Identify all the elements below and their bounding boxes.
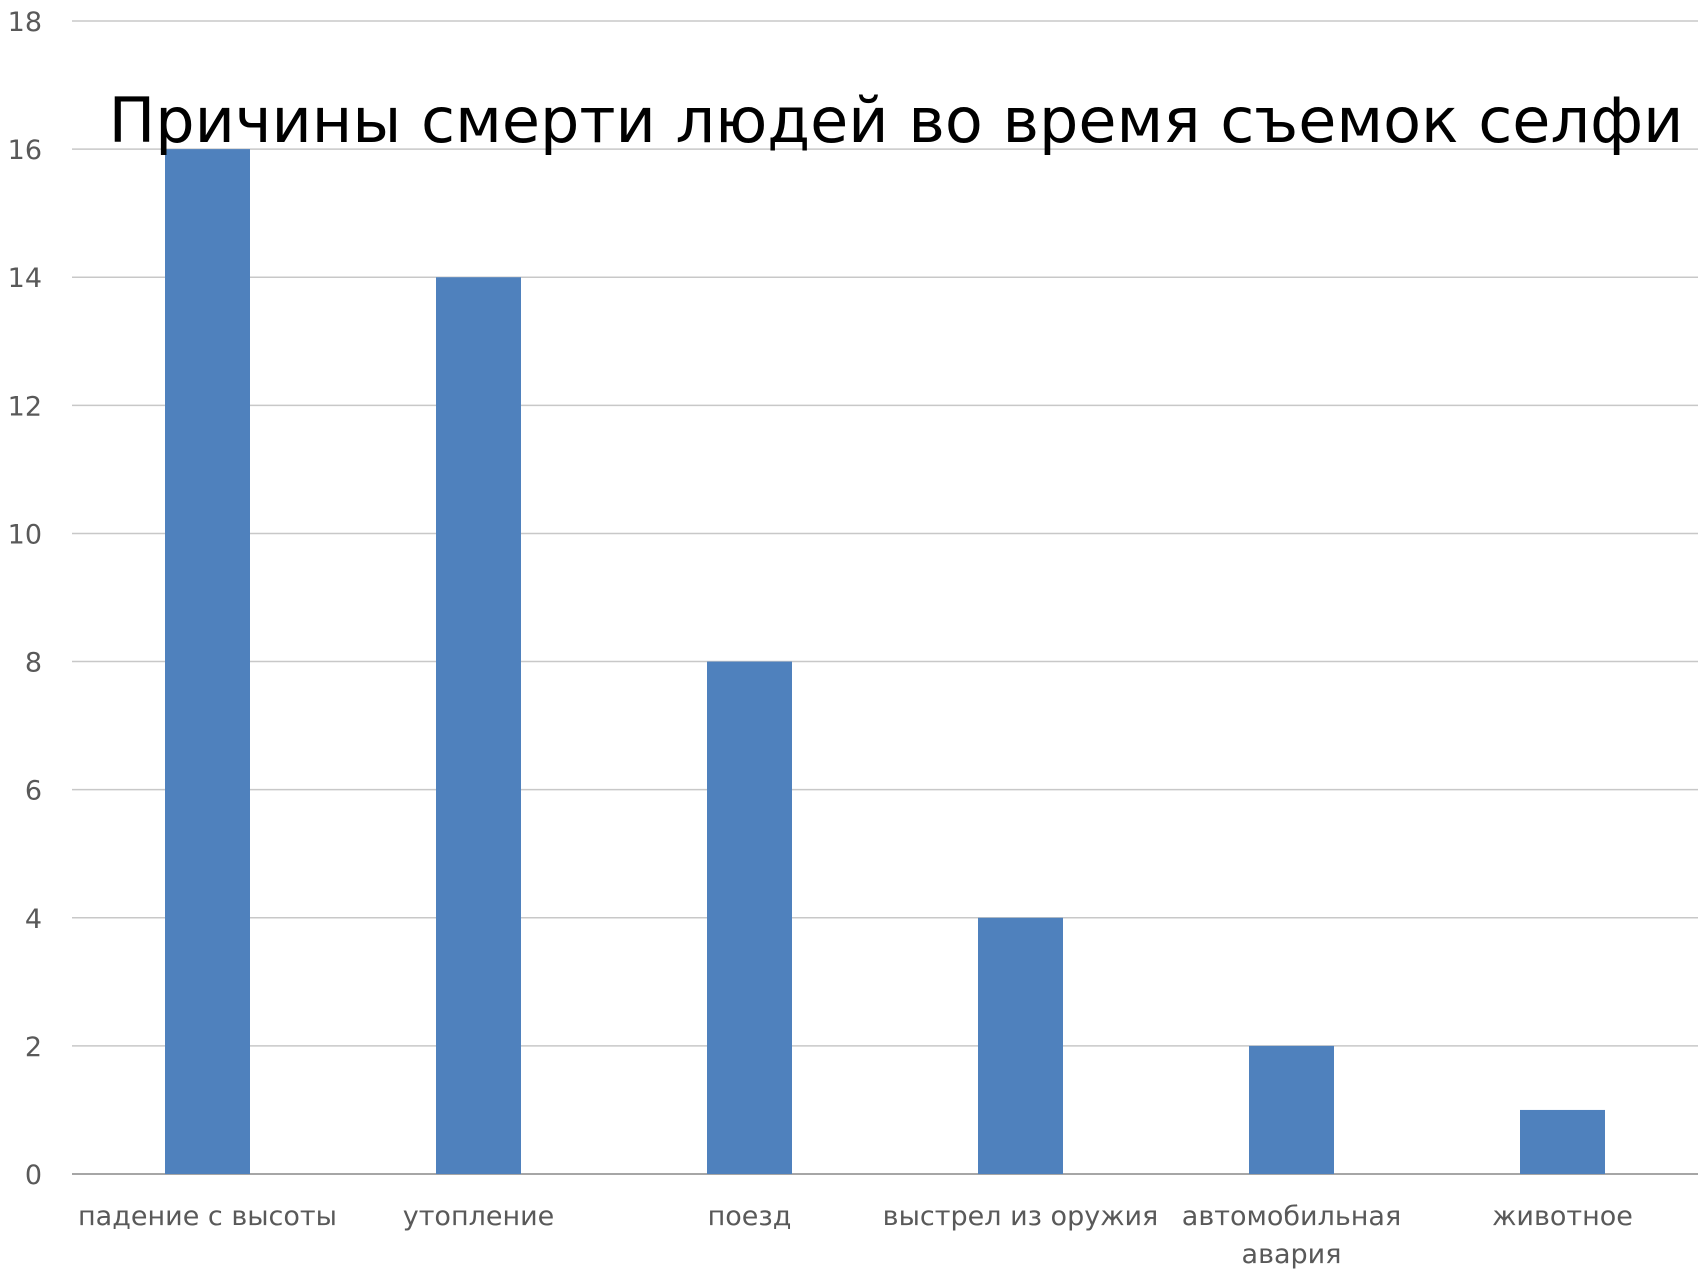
bar xyxy=(978,917,1063,1174)
y-tick-label: 12 xyxy=(8,391,42,422)
bar xyxy=(436,277,521,1174)
y-tick-label: 4 xyxy=(25,904,42,935)
category-label: автомобильная xyxy=(1182,1201,1401,1232)
y-tick-label: 8 xyxy=(25,648,42,679)
category-label: утопление xyxy=(403,1201,555,1232)
y-axis-ticks: 0 2 4 6 8 10 12 14 16 18 xyxy=(8,7,42,1191)
y-tick-label: 6 xyxy=(25,776,42,807)
category-label: животное xyxy=(1492,1201,1633,1232)
gridlines xyxy=(72,20,1698,1175)
x-axis-categories: падение с высоты утопление поезд выстрел из… xyxy=(78,1201,1633,1269)
y-tick-label: 18 xyxy=(8,7,42,38)
y-tick-label: 0 xyxy=(25,1160,42,1191)
bars xyxy=(165,149,1605,1175)
bar xyxy=(1520,1109,1605,1174)
category-label: падение с высоты xyxy=(78,1201,337,1232)
y-tick-label: 2 xyxy=(25,1032,42,1063)
chart-title: Причины смерти людей во время съемок сел… xyxy=(109,84,1684,157)
bar xyxy=(1249,1045,1334,1174)
y-tick-label: 14 xyxy=(8,263,42,294)
bar xyxy=(165,149,250,1175)
category-label: авария xyxy=(1242,1239,1342,1269)
y-tick-label: 16 xyxy=(8,135,42,166)
category-label: поезд xyxy=(708,1201,792,1232)
bar xyxy=(707,661,792,1174)
y-tick-label: 10 xyxy=(8,519,42,550)
category-label: выстрел из оружия xyxy=(883,1201,1159,1232)
